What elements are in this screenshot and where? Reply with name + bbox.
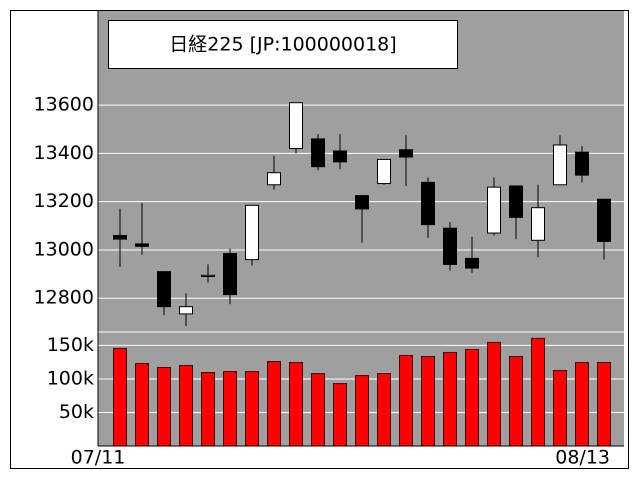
- bar: [223, 371, 237, 447]
- y-tick-label: 13400: [34, 142, 94, 164]
- bar: [201, 372, 215, 447]
- bar: [267, 361, 281, 447]
- candle-body: [113, 234, 127, 240]
- y-tick-label: 150k: [47, 334, 94, 356]
- candle-body: [597, 198, 611, 242]
- bar: [465, 348, 479, 447]
- bar: [377, 373, 391, 447]
- y-tick-label: 100k: [47, 367, 94, 389]
- y-tick-label: 50k: [59, 401, 94, 423]
- candle-body: [245, 204, 259, 261]
- x-tick-label: 07/11: [71, 447, 126, 469]
- bar: [113, 347, 127, 447]
- candle-body: [355, 195, 369, 210]
- bar: [289, 362, 303, 447]
- candle-body: [399, 149, 413, 158]
- y-tick-label: 13000: [34, 238, 94, 260]
- candle-body: [531, 207, 545, 241]
- y-tick-label: 13600: [34, 94, 94, 116]
- bar: [355, 375, 369, 447]
- bar: [157, 367, 171, 447]
- bar: [421, 355, 435, 447]
- candle-body: [333, 150, 347, 163]
- bar: [597, 362, 611, 447]
- bar: [443, 351, 457, 447]
- bar: [399, 354, 413, 447]
- candle-body: [421, 181, 435, 226]
- x-tick-label: 08/13: [555, 447, 610, 469]
- bar: [509, 355, 523, 447]
- bar: [575, 362, 589, 447]
- candle-body: [377, 158, 391, 185]
- candle-body: [509, 185, 523, 218]
- candle-body: [487, 186, 501, 234]
- candle-body: [267, 172, 281, 186]
- candle-body: [311, 138, 325, 168]
- y-tick-label: 12800: [34, 287, 94, 309]
- candle-body: [157, 271, 171, 308]
- bar: [487, 341, 501, 447]
- title-box: [108, 20, 458, 69]
- candle-body: [465, 257, 479, 269]
- bar: [333, 383, 347, 447]
- candle-body: [201, 274, 215, 277]
- candle-body: [553, 144, 567, 186]
- candle-body: [135, 243, 149, 247]
- bar: [135, 363, 149, 447]
- candle-body: [443, 227, 457, 265]
- candle-body: [179, 306, 193, 315]
- bar: [553, 370, 567, 447]
- candle-body: [575, 151, 589, 176]
- bar: [531, 337, 545, 447]
- bar: [179, 365, 193, 447]
- candle-body: [223, 253, 237, 296]
- bar: [311, 373, 325, 447]
- chart-title: 日経225 [JP:100000018]: [169, 34, 396, 56]
- y-tick-label: 13200: [34, 190, 94, 212]
- candle-body: [289, 102, 303, 150]
- bar: [245, 371, 259, 447]
